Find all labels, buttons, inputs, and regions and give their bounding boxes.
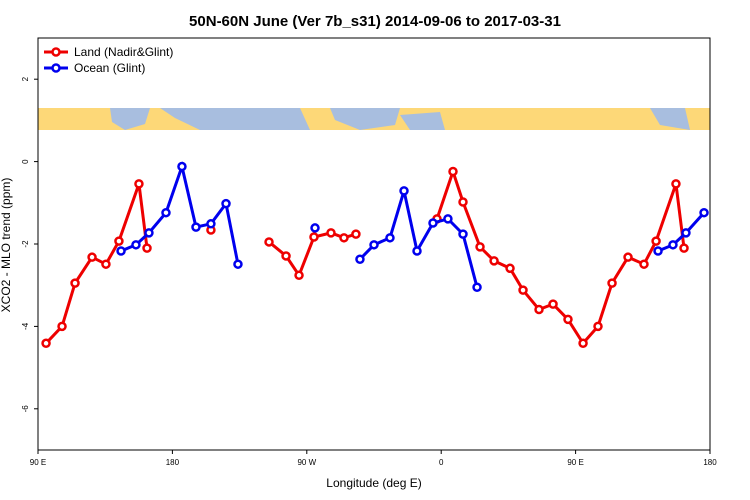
x-axis-label: Longitude (deg E) xyxy=(326,476,421,490)
data-point xyxy=(472,282,482,293)
data-point xyxy=(534,304,544,315)
data-point xyxy=(443,214,453,224)
series-line xyxy=(358,190,479,288)
data-point xyxy=(41,338,51,349)
data-point xyxy=(505,263,515,274)
series-line xyxy=(435,166,686,346)
data-point xyxy=(651,236,661,246)
x-tick-label: 90 W xyxy=(297,458,316,467)
data-point xyxy=(101,259,111,269)
data-point xyxy=(177,161,187,172)
data-point xyxy=(351,229,361,239)
data-point xyxy=(489,256,499,266)
legend-marker xyxy=(51,47,61,57)
data-point xyxy=(161,207,171,218)
y-tick-label: 2 xyxy=(21,76,30,81)
data-point xyxy=(607,278,617,288)
legend-label: Land (Nadir&Glint) xyxy=(74,45,173,59)
data-point xyxy=(399,186,409,196)
y-tick-label: 0 xyxy=(21,159,30,164)
data-point xyxy=(70,278,80,288)
y-tick-label: -4 xyxy=(21,322,30,330)
data-point xyxy=(355,254,365,264)
data-point xyxy=(326,228,336,238)
x-tick-label: 180 xyxy=(703,458,717,467)
data-point xyxy=(563,314,573,325)
data-point xyxy=(57,321,67,332)
data-point xyxy=(264,237,274,247)
data-point xyxy=(458,229,468,239)
x-tick-label: 90 E xyxy=(30,458,46,467)
data-point xyxy=(87,252,97,262)
data-point xyxy=(142,243,152,253)
map-strip xyxy=(38,108,710,130)
x-tick-label: 90 E xyxy=(567,458,583,467)
data-point xyxy=(294,270,304,281)
chart-title: 50N-60N June (Ver 7b_s31) 2014-09-06 to … xyxy=(189,13,561,30)
data-point xyxy=(679,243,689,253)
data-point xyxy=(475,242,485,252)
data-point xyxy=(385,233,395,243)
data-point xyxy=(593,321,603,332)
legend-label: Ocean (Glint) xyxy=(74,61,145,75)
x-tick-label: 0 xyxy=(439,458,444,467)
data-point xyxy=(653,246,663,256)
data-point xyxy=(428,218,438,228)
data-point xyxy=(458,197,468,207)
series-line xyxy=(44,183,149,345)
data-point xyxy=(191,222,201,232)
data-point xyxy=(623,252,633,262)
data-point xyxy=(668,240,678,250)
y-tick-label: -6 xyxy=(21,405,30,413)
x-tick-label: 180 xyxy=(166,458,180,467)
data-point xyxy=(448,166,458,177)
data-point xyxy=(233,259,243,269)
data-point xyxy=(681,228,691,238)
data-point xyxy=(412,246,422,256)
data-point xyxy=(339,233,349,243)
data-point xyxy=(144,228,154,238)
data-point xyxy=(310,223,320,233)
legend-marker xyxy=(51,63,61,73)
y-tick-label: -2 xyxy=(21,240,30,248)
data-point xyxy=(206,219,216,229)
data-point xyxy=(699,207,709,218)
data-point xyxy=(131,240,141,250)
data-point xyxy=(116,246,126,256)
data-point xyxy=(221,198,231,209)
data-point xyxy=(309,232,319,242)
data-point xyxy=(639,259,649,269)
data-point xyxy=(281,251,291,261)
data-point xyxy=(518,285,528,295)
data-point xyxy=(548,299,558,309)
data-point xyxy=(578,338,588,349)
series-line xyxy=(657,211,706,253)
data-point xyxy=(134,179,144,189)
y-axis-label: XCO2 - MLO trend (ppm) xyxy=(0,178,13,313)
data-point xyxy=(671,179,681,189)
data-point xyxy=(369,240,379,250)
data-point xyxy=(114,236,124,246)
